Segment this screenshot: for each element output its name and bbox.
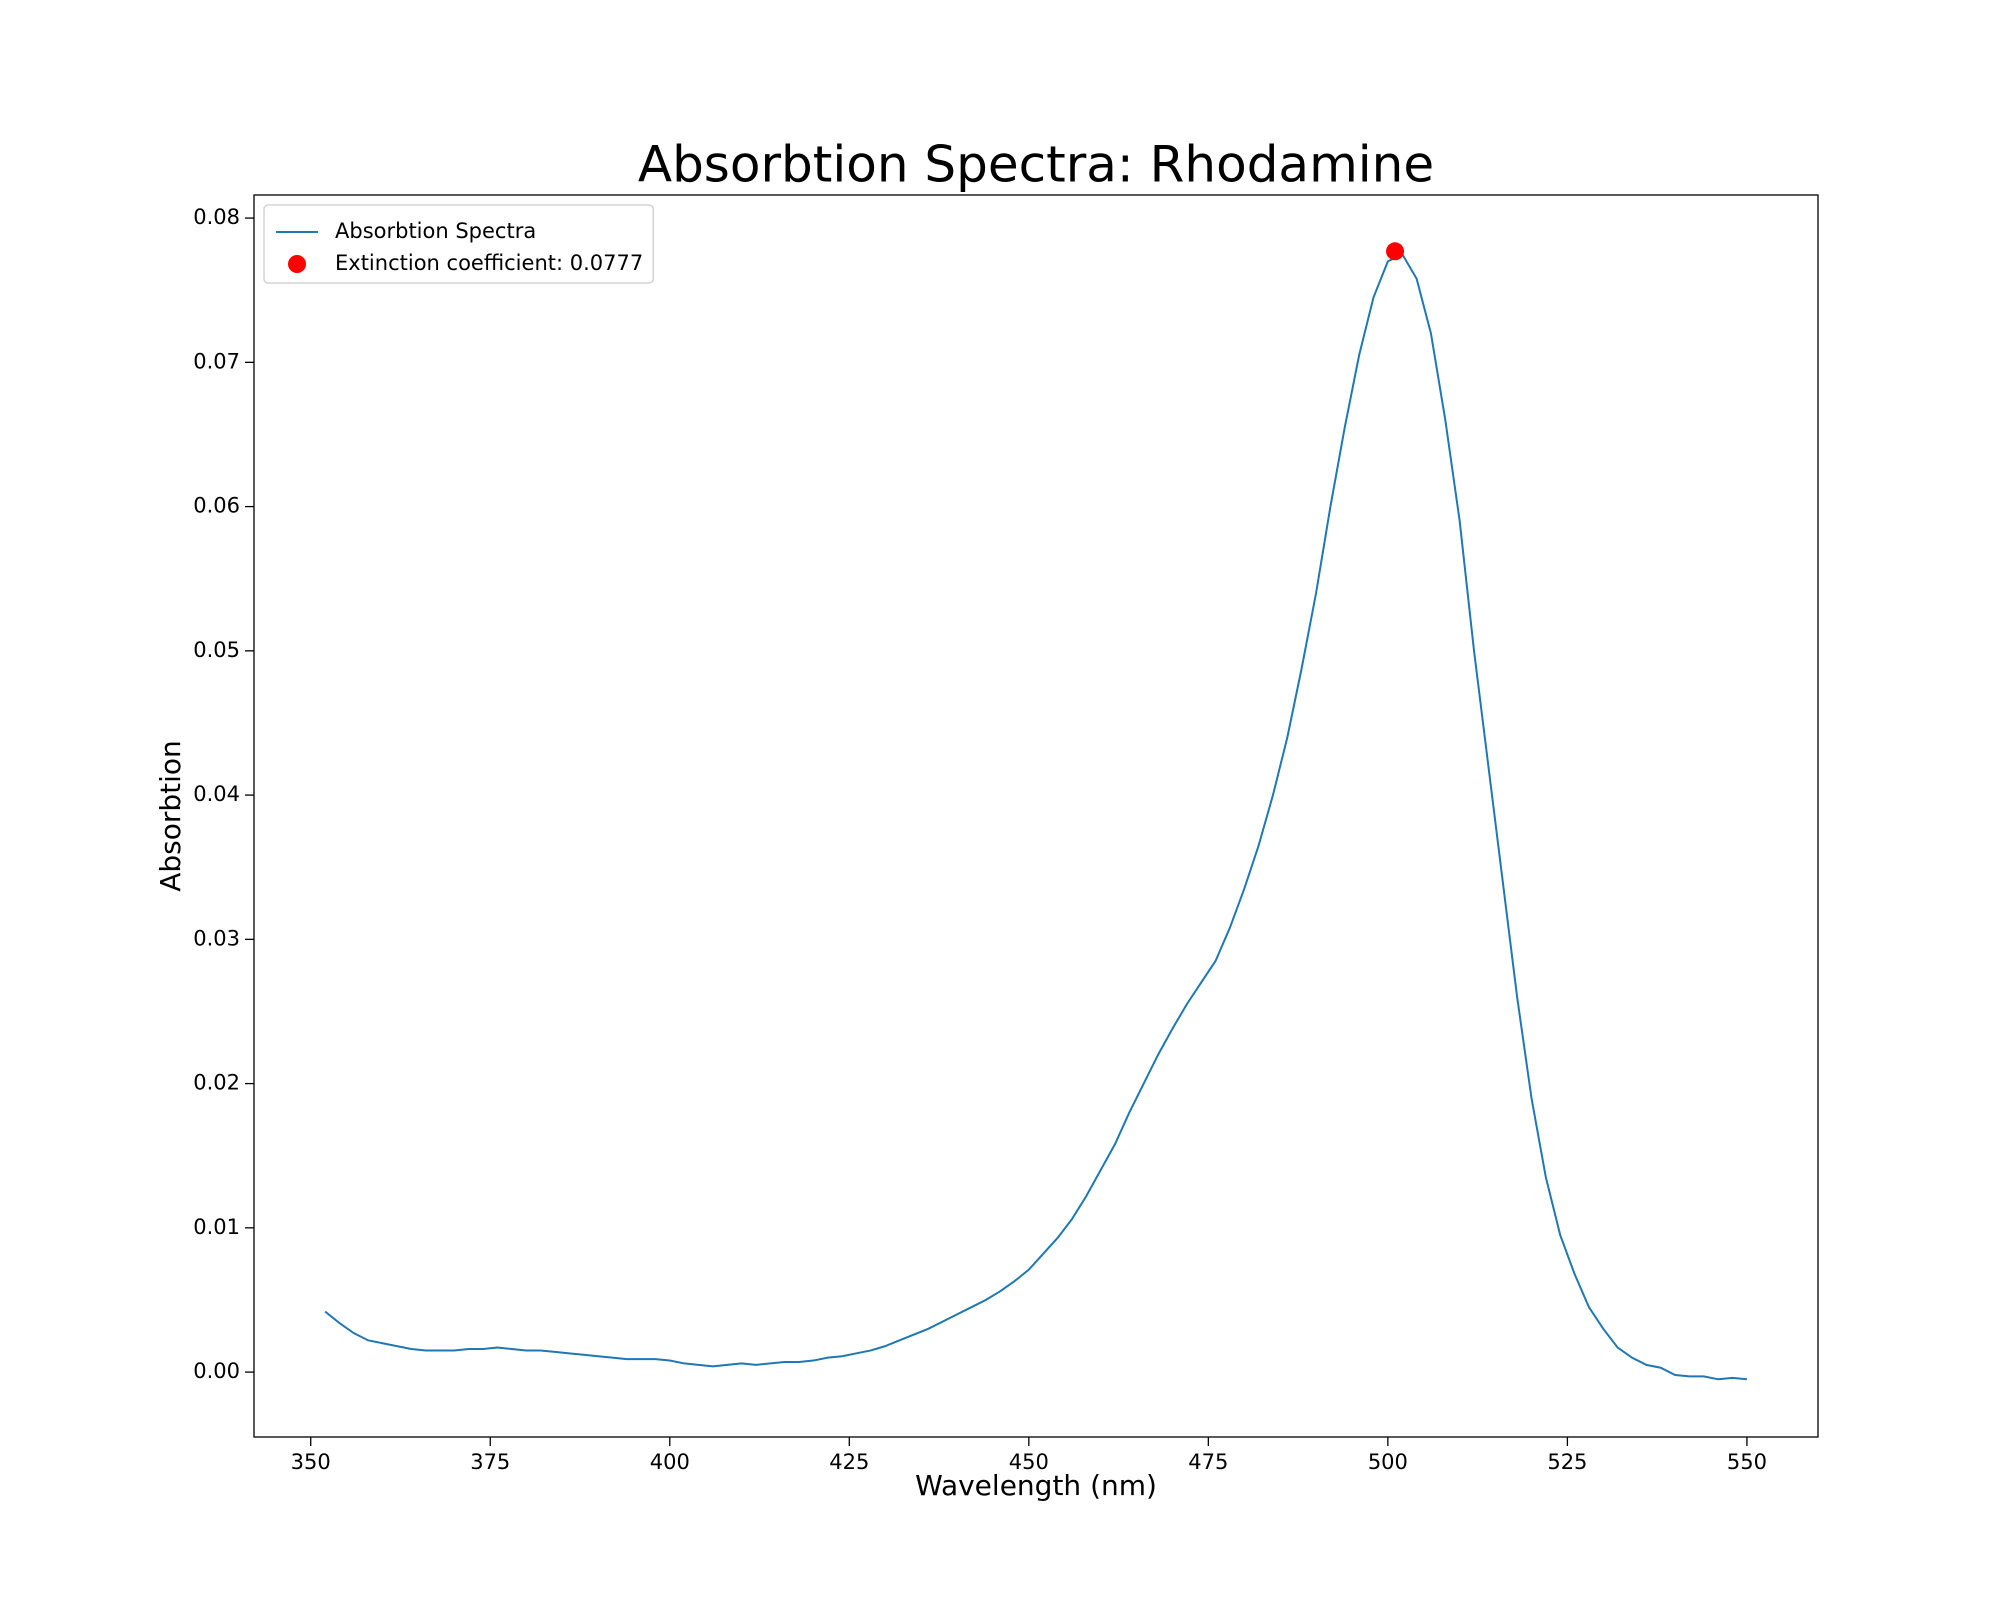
y-tick-label: 0.02 xyxy=(193,1071,240,1095)
y-axis-label: Absorbtion xyxy=(154,740,187,892)
x-tick-label: 375 xyxy=(470,1450,510,1474)
x-tick-label: 475 xyxy=(1188,1450,1228,1474)
x-axis-label: Wavelength (nm) xyxy=(915,1469,1157,1502)
x-tick-label: 450 xyxy=(1009,1450,1049,1474)
y-tick-label: 0.08 xyxy=(193,205,240,229)
x-tick-label: 500 xyxy=(1368,1450,1408,1474)
x-tick-label: 525 xyxy=(1547,1450,1587,1474)
legend-label: Extinction coefficient: 0.0777 xyxy=(335,251,643,275)
x-tick-label: 425 xyxy=(829,1450,869,1474)
legend-box xyxy=(263,204,654,284)
x-tick-label: 350 xyxy=(291,1450,331,1474)
peak-marker xyxy=(1386,242,1405,261)
y-tick-label: 0.04 xyxy=(193,782,240,806)
y-tick-label: 0.06 xyxy=(193,494,240,518)
chart-title: Absorbtion Spectra: Rhodamine xyxy=(638,136,1434,194)
y-tick-label: 0.05 xyxy=(193,638,240,662)
legend: Absorbtion Spectra Extinction coefficient… xyxy=(263,204,654,284)
data-line xyxy=(324,252,1748,1381)
y-tick-label: 0.07 xyxy=(193,349,240,373)
legend-swatch xyxy=(288,255,306,273)
plot-frame xyxy=(253,194,1819,1438)
x-tick-label: 400 xyxy=(650,1450,690,1474)
y-tick-label: 0.01 xyxy=(193,1215,240,1239)
legend-label: Absorbtion Spectra xyxy=(335,219,536,243)
x-tick-label: 550 xyxy=(1727,1450,1767,1474)
y-tick-label: 0.03 xyxy=(193,926,240,950)
y-tick-label: 0.00 xyxy=(193,1359,240,1383)
